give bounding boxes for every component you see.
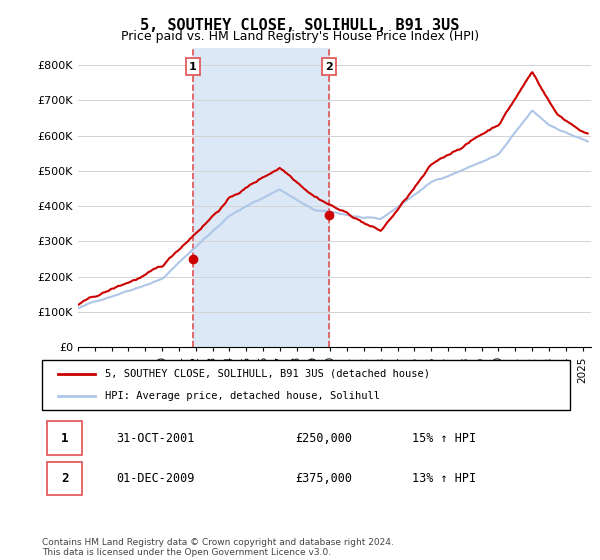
Text: 13% ↑ HPI: 13% ↑ HPI [412,472,476,485]
Text: 5, SOUTHEY CLOSE, SOLIHULL, B91 3US: 5, SOUTHEY CLOSE, SOLIHULL, B91 3US [140,18,460,33]
Text: HPI: Average price, detached house, Solihull: HPI: Average price, detached house, Soli… [106,391,380,401]
Text: 15% ↑ HPI: 15% ↑ HPI [412,432,476,445]
Text: Contains HM Land Registry data © Crown copyright and database right 2024.
This d: Contains HM Land Registry data © Crown c… [42,538,394,557]
Bar [193,48,329,347]
FancyBboxPatch shape [47,421,82,455]
FancyBboxPatch shape [47,461,82,496]
Text: 01-DEC-2009: 01-DEC-2009 [116,472,194,485]
Text: 31-OCT-2001: 31-OCT-2001 [116,432,194,445]
FancyBboxPatch shape [42,360,570,410]
Text: Price paid vs. HM Land Registry's House Price Index (HPI): Price paid vs. HM Land Registry's House … [121,30,479,43]
Text: £250,000: £250,000 [295,432,352,445]
Text: 2: 2 [61,472,68,485]
Text: 1: 1 [189,62,197,72]
Text: 2: 2 [325,62,333,72]
Text: 5, SOUTHEY CLOSE, SOLIHULL, B91 3US (detached house): 5, SOUTHEY CLOSE, SOLIHULL, B91 3US (det… [106,368,430,379]
Text: £375,000: £375,000 [295,472,352,485]
Text: 1: 1 [61,432,68,445]
